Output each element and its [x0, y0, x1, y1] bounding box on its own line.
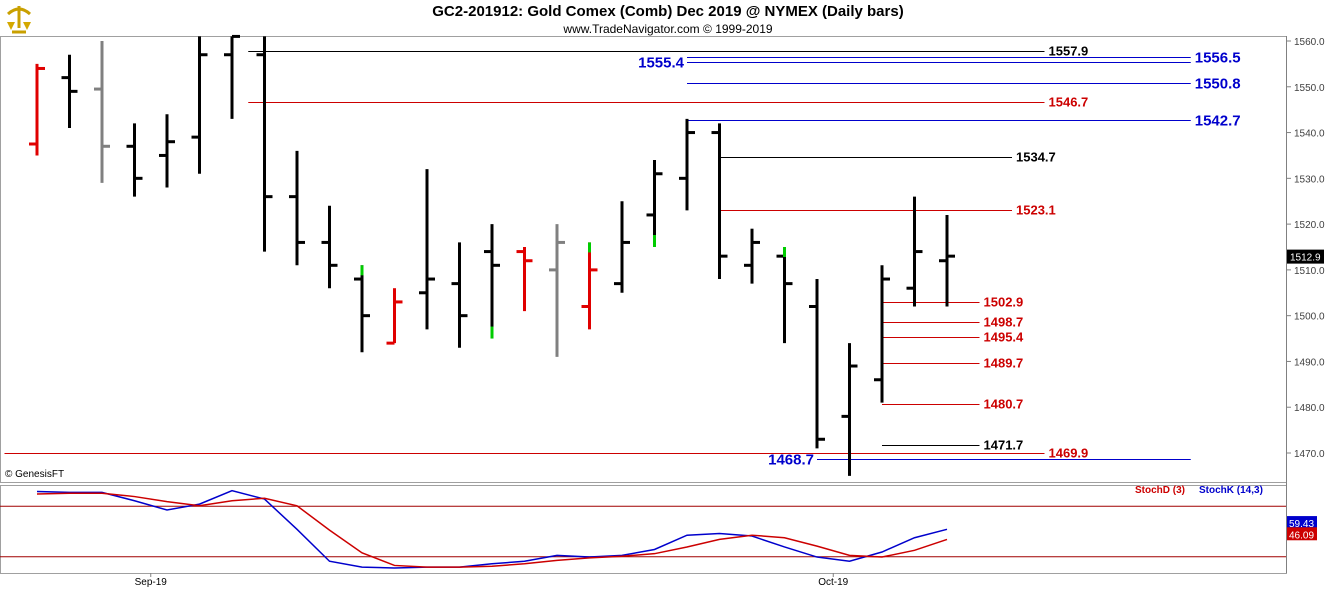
level-label: 1556.5 [1195, 50, 1241, 67]
level-label: 1534.7 [1016, 150, 1056, 165]
level-label: 1495.4 [984, 330, 1025, 345]
level-label: 1502.9 [984, 295, 1024, 310]
ohlc-bar [127, 123, 143, 196]
ohlc-bar [777, 247, 793, 343]
y-tick-label: 1560.0 [1294, 37, 1325, 48]
ohlc-bar [452, 242, 468, 347]
level-label: 1469.9 [1049, 446, 1089, 461]
ohlc-bar [159, 114, 175, 187]
level-label: 1546.7 [1049, 95, 1089, 110]
ohlc-bar [907, 197, 923, 307]
ohlc-bar [387, 288, 403, 343]
ohlc-bar [679, 119, 695, 211]
price-panel-frame [1, 37, 1287, 483]
level-label: 1468.7 [768, 452, 814, 469]
stochastic-panel-frame [1, 486, 1287, 574]
stochastic-legend-d: StochD (3) [1135, 485, 1185, 496]
ohlc-bar [192, 36, 208, 173]
y-tick-label: 1540.0 [1294, 129, 1325, 140]
level-label: 1555.4 [638, 55, 685, 72]
level-label: 1498.7 [984, 315, 1024, 330]
ohlc-bar [809, 279, 825, 448]
ohlc-bar [289, 151, 305, 265]
level-label: 1489.7 [984, 356, 1024, 371]
ohlc-bar [419, 169, 435, 329]
y-tick-label: 1470.0 [1294, 449, 1325, 460]
level-label: 1542.7 [1195, 113, 1241, 130]
level-label: 1480.7 [984, 397, 1024, 412]
y-tick-label: 1530.0 [1294, 174, 1325, 185]
copyright-text: © GenesisFT [5, 469, 64, 480]
stochastic-d-value: 46.09 [1289, 530, 1314, 541]
level-label: 1550.8 [1195, 76, 1241, 93]
y-tick-label: 1480.0 [1294, 403, 1325, 414]
ohlc-bar [224, 36, 240, 118]
ohlc-bar [614, 201, 630, 293]
y-tick-label: 1500.0 [1294, 312, 1325, 323]
ohlc-bar [744, 229, 760, 284]
last-price-label: 1512.9 [1290, 253, 1321, 264]
x-tick-label: Oct-19 [818, 577, 848, 588]
level-label: 1523.1 [1016, 203, 1056, 218]
ohlc-bar [712, 123, 728, 279]
y-tick-label: 1510.0 [1294, 266, 1325, 277]
ohlc-bar [842, 343, 858, 476]
ohlc-bar [257, 36, 273, 251]
y-tick-label: 1490.0 [1294, 357, 1325, 368]
stochastic-series-line [37, 493, 947, 567]
ohlc-bar [354, 265, 370, 352]
ohlc-bar [939, 215, 955, 307]
ohlc-bar [62, 55, 78, 128]
ohlc-bar [582, 242, 598, 329]
ohlc-bar [29, 64, 45, 156]
level-label: 1471.7 [984, 438, 1024, 453]
ohlc-bar [484, 224, 500, 338]
y-tick-label: 1550.0 [1294, 83, 1325, 94]
ohlc-bar [647, 160, 663, 247]
level-label: 1557.9 [1049, 44, 1089, 59]
x-tick-label: Sep-19 [135, 577, 168, 588]
ohlc-bar [874, 265, 890, 402]
stochastic-legend-k: StochK (14,3) [1199, 485, 1263, 496]
ohlc-bar [94, 41, 110, 183]
ohlc-bar [322, 206, 338, 288]
ohlc-bar [549, 224, 565, 357]
y-tick-label: 1520.0 [1294, 220, 1325, 231]
ohlc-bar [517, 247, 533, 311]
